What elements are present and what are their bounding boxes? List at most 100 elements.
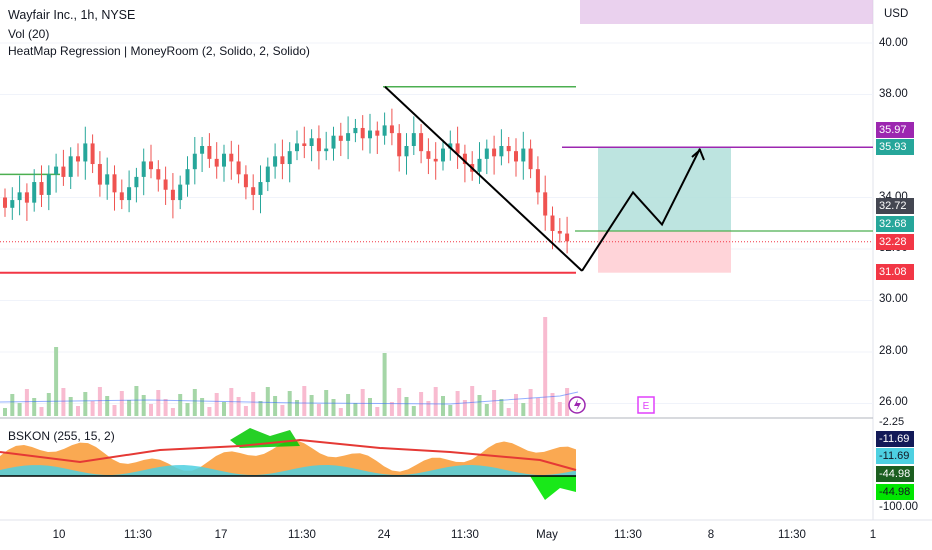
candle-body xyxy=(287,151,292,165)
y-tick: 28.00 xyxy=(879,345,908,357)
candle-body xyxy=(419,133,424,152)
volume-bar xyxy=(477,395,482,416)
candle-body xyxy=(200,146,205,154)
candle-body xyxy=(163,179,168,190)
volume-bar xyxy=(353,403,358,416)
volume-bar xyxy=(287,391,292,416)
projection-path xyxy=(581,148,701,272)
candle-body xyxy=(149,161,153,170)
candle-body xyxy=(178,184,183,201)
x-tick: 17 xyxy=(214,529,228,541)
volume-bar xyxy=(134,386,139,416)
trend-line xyxy=(384,86,583,272)
candle-body xyxy=(550,215,555,231)
volume-bar xyxy=(441,396,445,416)
symbol-legend: Wayfair Inc., 1h, NYSE xyxy=(8,8,136,22)
volume-bar xyxy=(97,387,102,416)
candle-body xyxy=(338,135,343,141)
candle-body xyxy=(514,151,518,162)
volume-bar xyxy=(178,394,183,416)
volume-bar xyxy=(200,398,205,416)
candle-body xyxy=(462,153,467,165)
candle-body xyxy=(316,138,321,152)
candle-body xyxy=(243,174,248,188)
volume-bar xyxy=(243,406,248,416)
candle-body xyxy=(214,158,219,167)
long-position-loss-zone xyxy=(598,230,731,273)
candle-body xyxy=(441,148,445,162)
volume-bar xyxy=(141,395,146,416)
volume-legend: Vol (20) xyxy=(8,27,50,41)
osc-badge: -11.69 xyxy=(876,431,914,447)
oscillator-legend: BSKON (255, 15, 2) xyxy=(8,429,115,443)
earnings-icon xyxy=(637,396,655,414)
lightning-icon xyxy=(574,399,581,411)
volume-bar xyxy=(426,401,431,416)
volume-bar xyxy=(273,396,278,416)
x-tick: May xyxy=(536,529,558,541)
candle-body xyxy=(17,192,22,201)
price-badge-entry: 32.72 xyxy=(876,198,914,214)
volume-bar xyxy=(251,392,256,416)
candle-body xyxy=(324,148,329,152)
projection-arrowhead xyxy=(691,148,705,161)
volume-bar xyxy=(207,407,212,416)
candle-body xyxy=(54,166,59,175)
volume-bar xyxy=(535,398,540,416)
volume-bar xyxy=(543,317,548,416)
candle-body xyxy=(397,133,402,157)
candle-body xyxy=(222,153,226,167)
volume-bar xyxy=(411,406,416,416)
candle-body xyxy=(229,153,234,162)
volume-bar xyxy=(521,403,526,416)
volume-bar xyxy=(382,353,387,416)
volume-bar xyxy=(404,397,409,416)
long-position-profit-zone xyxy=(598,147,731,231)
candle-body xyxy=(10,200,15,208)
candle-body xyxy=(119,192,124,201)
candle-body xyxy=(156,169,161,180)
osc-badge: -11.69 xyxy=(876,448,914,464)
volume-bar xyxy=(149,404,153,416)
osc-badge: -2.25 xyxy=(879,416,905,428)
volume-bar xyxy=(222,402,226,416)
x-tick: 10 xyxy=(52,529,66,541)
candle-body xyxy=(382,125,387,136)
volume-bar xyxy=(236,397,241,416)
candle-body xyxy=(477,158,482,172)
volume-bar xyxy=(397,388,402,416)
heatmap-legend: HeatMap Regression | MoneyRoom (2, Solid… xyxy=(8,44,310,58)
candle-body xyxy=(134,176,139,188)
volume-bar xyxy=(528,389,533,416)
candle-body xyxy=(83,143,88,162)
volume-bar xyxy=(448,405,453,416)
currency-label: USD xyxy=(884,8,909,20)
candle-body xyxy=(32,182,37,203)
candle-body xyxy=(185,169,190,185)
candle-body xyxy=(368,130,372,139)
price-badge-entry-line: 32.68 xyxy=(876,216,914,232)
candle-body xyxy=(404,146,409,157)
candle-body xyxy=(353,127,358,134)
volume-bar xyxy=(514,394,518,416)
candle-body xyxy=(251,187,256,195)
candle-body xyxy=(112,174,117,193)
candle-body xyxy=(499,146,504,157)
volume-bar xyxy=(506,408,511,416)
candle-body xyxy=(280,156,285,165)
candle-body xyxy=(565,233,570,242)
volume-bar xyxy=(83,392,88,416)
candle-body xyxy=(426,151,431,159)
y-tick: 26.00 xyxy=(879,396,908,408)
candle-body xyxy=(127,187,132,201)
candle-body xyxy=(97,164,102,185)
volume-bar xyxy=(192,389,197,416)
candle-body xyxy=(455,143,460,154)
x-tick: 8 xyxy=(707,529,715,541)
volume-bar xyxy=(127,400,132,416)
volume-bar xyxy=(156,390,161,416)
candle-body xyxy=(258,182,263,195)
x-tick: 11:30 xyxy=(451,529,479,541)
candle-body xyxy=(360,127,365,139)
